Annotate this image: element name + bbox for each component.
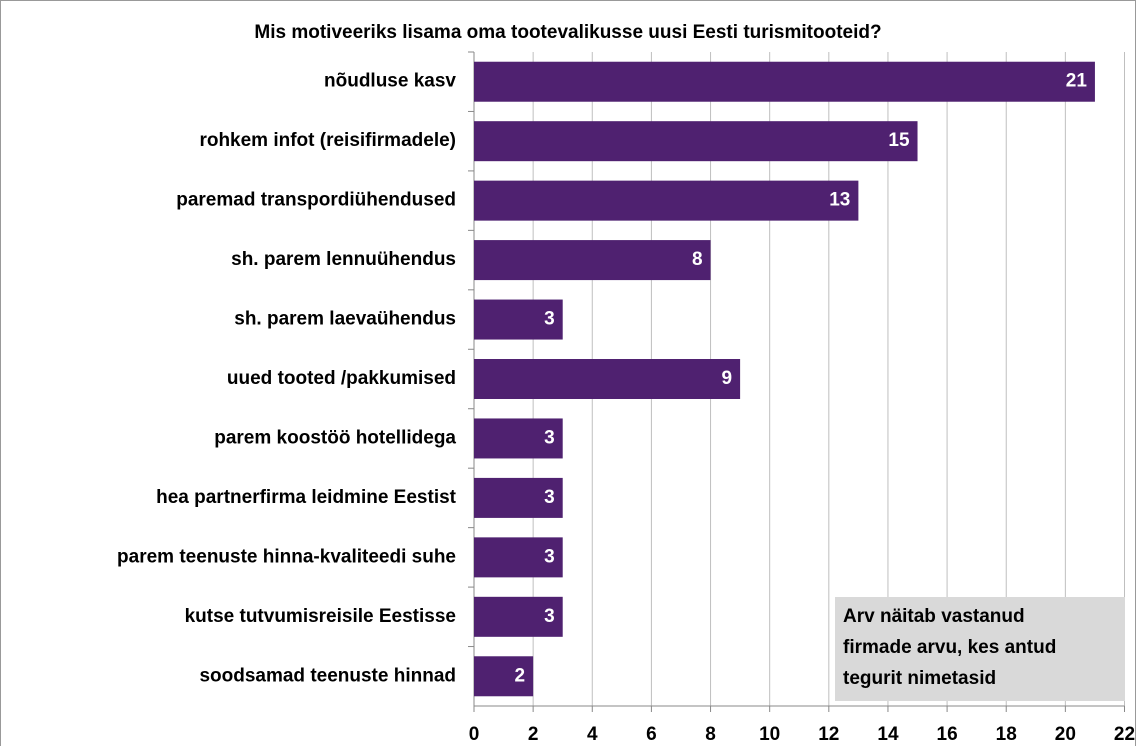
value-label: 21 (1066, 71, 1088, 92)
y-tick-label: paremad transpordiühendused (176, 190, 456, 211)
x-tick-label: 18 (996, 724, 1017, 745)
annotation-text: Arv näitab vastanud (843, 606, 1025, 627)
y-tick-label: sh. parem lennuühendus (231, 249, 456, 270)
bar (474, 656, 534, 697)
y-tick-label: parem teenuste hinna-kvaliteedi suhe (117, 546, 456, 567)
value-label: 3 (544, 546, 555, 567)
bar (474, 359, 741, 399)
x-tick-label: 0 (469, 724, 480, 745)
bar (474, 61, 1095, 102)
value-label: 3 (544, 606, 555, 627)
x-tick-label: 16 (937, 724, 958, 745)
value-label: 3 (544, 427, 555, 448)
bar (474, 477, 563, 518)
x-tick-label: 14 (877, 724, 899, 745)
x-tick-label: 4 (587, 724, 598, 745)
value-label: 2 (515, 665, 526, 686)
x-tick-label: 8 (705, 724, 716, 745)
bar (474, 537, 563, 578)
x-tick-label: 10 (759, 724, 780, 745)
y-tick-label: hea partnerfirma leidmine Eestist (156, 487, 457, 508)
value-label: 8 (692, 249, 703, 270)
value-label: 3 (544, 487, 555, 508)
y-tick-label: sh. parem laevaühendus (234, 309, 456, 330)
bar (474, 180, 859, 221)
x-tick-label: 12 (818, 724, 839, 745)
y-tick-label: kutse tutvumisreisile Eestisse (185, 606, 456, 627)
annotation-text: tegurit nimetasid (843, 668, 996, 689)
value-label: 15 (888, 130, 910, 151)
y-tick-label: uued tooted /pakkumised (227, 368, 456, 389)
y-tick-label: rohkem infot (reisifirmadele) (199, 130, 456, 151)
bar (474, 299, 563, 340)
y-tick-label: nõudluse kasv (324, 71, 456, 92)
bar (474, 418, 563, 459)
y-tick-label: soodsamad teenuste hinnad (199, 665, 456, 686)
annotation-text: firmade arvu, kes antud (843, 637, 1056, 658)
x-tick-label: 2 (528, 724, 539, 745)
bar (474, 240, 711, 281)
value-label: 3 (544, 309, 555, 330)
annotation-box (835, 597, 1125, 701)
bar (474, 596, 563, 637)
value-label: 9 (722, 368, 733, 389)
x-tick-label: 22 (1114, 724, 1135, 745)
x-tick-label: 6 (646, 724, 657, 745)
chart-title: Mis motiveeriks lisama oma tootevalikuss… (254, 22, 881, 43)
x-tick-label: 20 (1055, 724, 1076, 745)
y-tick-label: parem koostöö hotellidega (214, 427, 456, 448)
value-label: 13 (829, 190, 850, 211)
bar (474, 121, 918, 162)
